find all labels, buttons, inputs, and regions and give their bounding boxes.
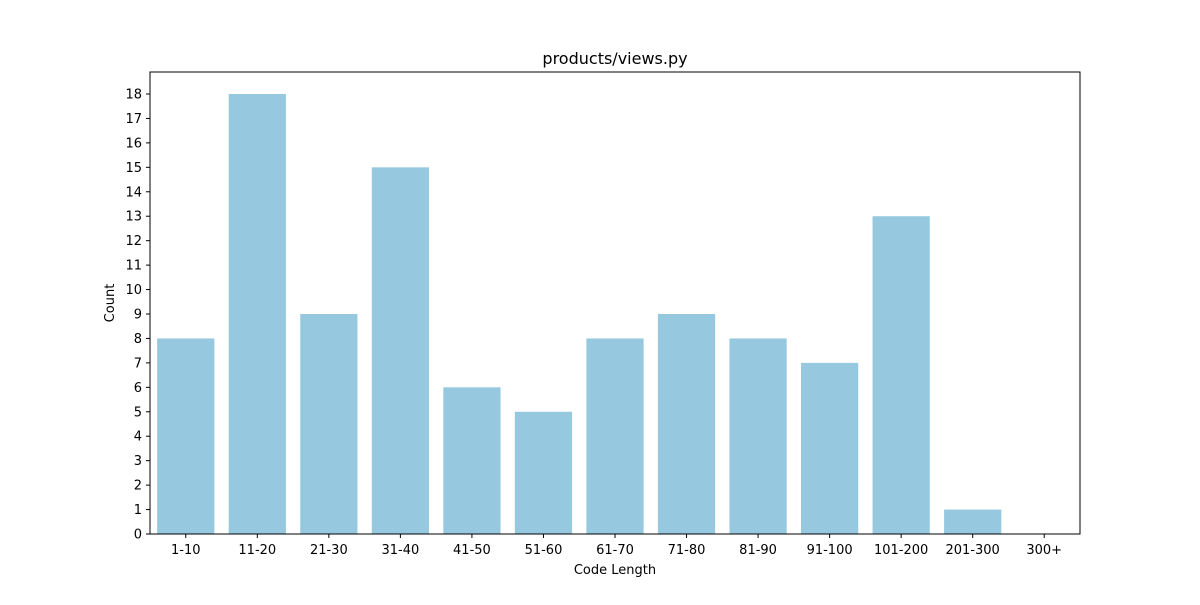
x-axis-label: Code Length — [574, 563, 656, 578]
bar-101-200 — [872, 216, 930, 534]
y-tick-label: 8 — [134, 332, 142, 347]
y-tick-label: 3 — [134, 454, 142, 469]
y-tick-label: 12 — [125, 234, 142, 249]
plot-frame — [149, 71, 1081, 535]
bar-61-70 — [586, 338, 644, 534]
y-tick-label: 6 — [134, 381, 142, 396]
y-tick-label: 0 — [134, 528, 142, 543]
y-tick-label: 9 — [134, 308, 142, 323]
x-tick-label: 11-20 — [238, 543, 276, 558]
y-tick-label: 10 — [125, 283, 142, 298]
x-axis-ticks: 1-10 11-20 21-30 31-40 41-50 51-60 61-70 71-80 8… — [171, 534, 1062, 558]
bar-91-100 — [801, 362, 859, 534]
x-tick-label: 21-30 — [310, 543, 348, 558]
y-tick-label: 1 — [134, 503, 142, 518]
bar-1-10 — [157, 338, 215, 534]
x-tick-label: 41-50 — [453, 543, 491, 558]
y-tick-label: 7 — [134, 356, 142, 371]
x-tick-label: 31-40 — [381, 543, 419, 558]
y-tick-label: 15 — [125, 161, 142, 176]
x-tick-label: 81-90 — [739, 543, 777, 558]
y-tick-label: 18 — [125, 88, 142, 103]
bar-81-90 — [729, 338, 787, 534]
y-tick-label: 16 — [125, 136, 142, 151]
x-tick-label: 61-70 — [596, 543, 634, 558]
bar-21-30 — [300, 314, 358, 534]
bar-31-40 — [371, 167, 429, 534]
bar-41-50 — [443, 387, 501, 534]
bar-11-20 — [228, 94, 286, 534]
y-tick-label: 14 — [125, 185, 142, 200]
x-tick-label: 1-10 — [171, 543, 201, 558]
y-tick-label: 17 — [125, 112, 142, 127]
bar-71-80 — [657, 314, 716, 534]
y-tick-label: 11 — [125, 259, 142, 274]
chart-title: products/views.py — [542, 49, 687, 68]
x-tick-label: 91-100 — [807, 543, 853, 558]
bar-201-300 — [944, 509, 1002, 534]
x-tick-label: 51-60 — [525, 543, 563, 558]
y-tick-label: 5 — [134, 405, 142, 420]
y-tick-label: 4 — [134, 430, 142, 445]
x-tick-label: 101-200 — [874, 543, 928, 558]
y-axis-label: Count — [103, 284, 118, 323]
bar-51-60 — [514, 411, 573, 534]
bars-group — [157, 94, 1002, 534]
x-tick-label: 201-300 — [946, 543, 1000, 558]
y-tick-label: 2 — [134, 479, 142, 494]
x-tick-label: 71-80 — [668, 543, 706, 558]
y-tick-label: 13 — [125, 210, 142, 225]
x-tick-label: 300+ — [1026, 543, 1062, 558]
